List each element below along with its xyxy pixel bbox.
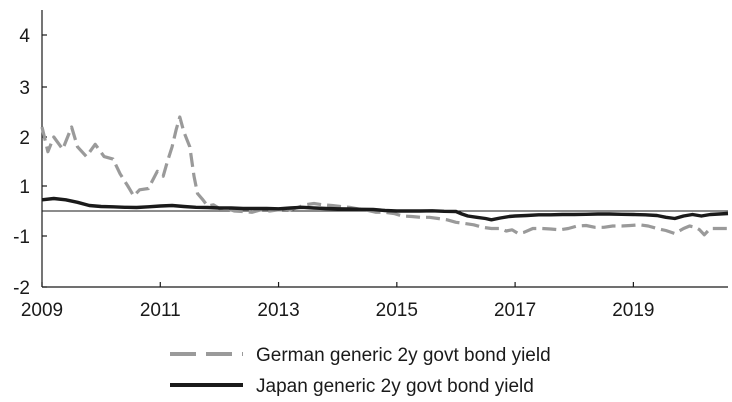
legend-label-japan: Japan generic 2y govt bond yield [256, 376, 534, 397]
x-tick-label: 2019 [612, 300, 654, 321]
y-tick-label: 1 [19, 177, 30, 198]
x-tick-label: 2013 [257, 300, 299, 321]
y-tick-label: 3 [19, 78, 30, 99]
x-tick-label: 2009 [21, 300, 63, 321]
y-tick-label: 2 [19, 128, 30, 149]
x-tick-label: 2015 [376, 300, 418, 321]
legend: German generic 2y govt bond yield Japan … [170, 345, 551, 397]
series-line-japan [41, 196, 729, 222]
x-tick-label: 2011 [140, 300, 181, 321]
legend-label-german: German generic 2y govt bond yield [256, 345, 551, 366]
x-tick-label: 2017 [494, 300, 536, 321]
y-tick-label: 4 [19, 26, 30, 47]
series-line-german [40, 115, 728, 237]
y-tick-label: -1 [13, 227, 30, 248]
x-axis: 2009 2011 2013 2015 2017 2019 [21, 282, 728, 321]
series-layer [40, 115, 729, 237]
y-tick-label: -2 [13, 278, 30, 299]
y-axis: -2 -1 1 2 3 4 [13, 10, 47, 299]
